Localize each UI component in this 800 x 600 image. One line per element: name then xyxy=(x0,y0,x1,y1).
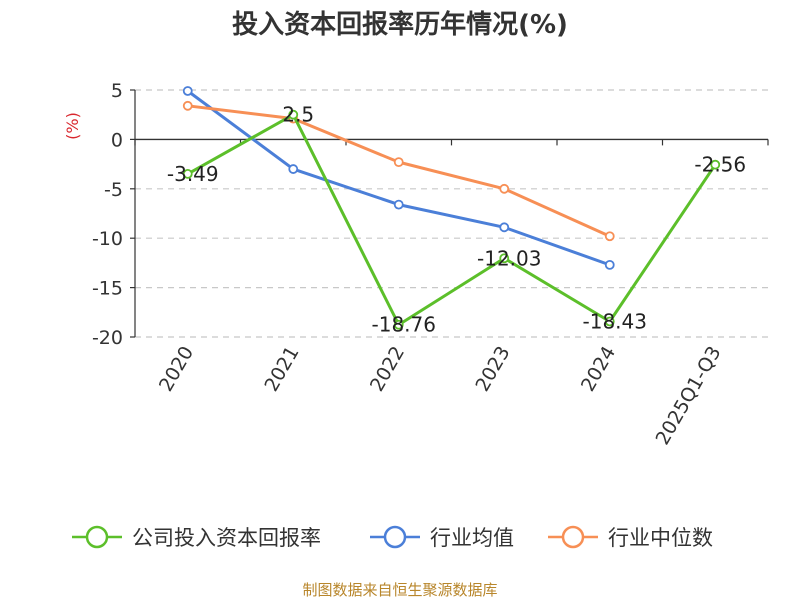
series-line xyxy=(187,113,717,327)
x-tick-label: 2021 xyxy=(260,343,303,396)
legend-label: 行业中位数 xyxy=(608,526,713,550)
x-tick-label: 2022 xyxy=(366,343,409,396)
series-line xyxy=(187,104,611,238)
source-note: 制图数据来自恒生聚源数据库 xyxy=(302,581,497,599)
grid-lines xyxy=(135,89,768,338)
legend-item[interactable]: 公司投入资本回报率 xyxy=(72,525,321,550)
data-label: -18.43 xyxy=(583,309,647,333)
data-point[interactable] xyxy=(710,159,721,170)
x-tick-label: 2024 xyxy=(577,343,620,396)
data-point[interactable] xyxy=(288,109,299,120)
legend-item[interactable]: 行业均值 xyxy=(370,525,514,550)
data-label: -12.03 xyxy=(477,246,541,270)
data-point[interactable] xyxy=(182,100,193,111)
data-point[interactable] xyxy=(604,316,615,327)
x-tick-label: 2025Q1-Q3 xyxy=(652,343,726,449)
data-point[interactable] xyxy=(499,253,510,264)
data-label: -2.56 xyxy=(694,153,746,177)
data-point[interactable] xyxy=(499,222,510,233)
data-label: -18.76 xyxy=(372,313,436,337)
legend-label: 公司投入资本回报率 xyxy=(132,526,321,550)
y-tick-label: -5 xyxy=(104,179,123,201)
legend-item[interactable]: 行业中位数 xyxy=(548,525,713,550)
data-point[interactable] xyxy=(182,86,193,96)
x-tick-label: 2020 xyxy=(155,343,198,396)
y-tick-label: -10 xyxy=(92,228,123,250)
y-axis-label: (%) xyxy=(63,112,82,140)
data-labels: -3.49 2.5 -18.76 -12.03 -18.43 -2.56 xyxy=(167,103,746,337)
data-point[interactable] xyxy=(288,164,299,174)
axes: 5 0 -5 -10 -15 -20 2020 2021 2022 2023 2024 2025Q1-… xyxy=(92,80,769,449)
data-point[interactable] xyxy=(393,157,404,168)
y-tick-label: -20 xyxy=(92,327,123,349)
y-tick-label: 0 xyxy=(111,129,123,151)
legend-marker xyxy=(383,525,407,549)
x-tick-label: 2023 xyxy=(471,343,514,396)
data-label: -3.49 xyxy=(167,162,219,186)
data-point[interactable] xyxy=(604,259,615,270)
data-point[interactable] xyxy=(604,231,615,242)
data-point[interactable] xyxy=(182,168,193,179)
legend[interactable]: 公司投入资本回报率 行业均值 行业中位数 xyxy=(72,525,713,550)
chart-title: 投入资本回报率历年情况(%) xyxy=(232,9,568,40)
y-tick-label: -15 xyxy=(92,278,123,300)
series xyxy=(182,86,721,330)
y-tick-label: 5 xyxy=(111,80,123,102)
legend-label: 行业均值 xyxy=(430,526,514,550)
legend-marker xyxy=(85,525,109,549)
data-point[interactable] xyxy=(393,199,404,210)
data-point[interactable] xyxy=(393,319,404,330)
legend-marker xyxy=(561,525,585,549)
data-label: 2.5 xyxy=(282,103,314,127)
data-point[interactable] xyxy=(499,183,510,194)
